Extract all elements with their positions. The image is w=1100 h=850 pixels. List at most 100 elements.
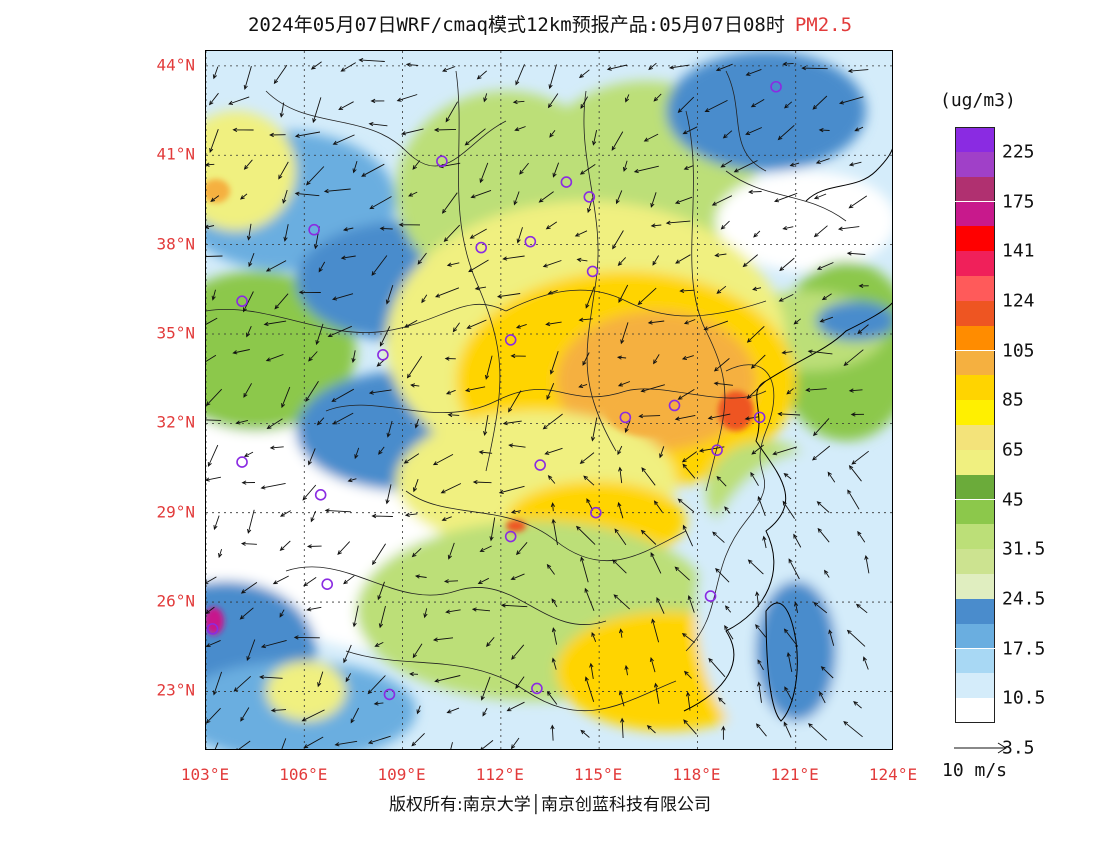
wind-arrow [206, 254, 223, 259]
wind-arrow [334, 740, 358, 747]
wind-arrow [624, 664, 629, 676]
wind-arrow [482, 707, 488, 717]
wind-arrow [519, 162, 529, 175]
wind-arrow [206, 707, 221, 724]
city-station-marker[interactable] [619, 411, 632, 424]
wind-arrow [410, 383, 420, 388]
species-label: PM2.5 [794, 14, 853, 36]
wind-arrow [305, 380, 319, 402]
wind-arrow [236, 740, 251, 749]
city-station-marker[interactable] [236, 456, 248, 468]
city-station-marker[interactable] [436, 155, 448, 168]
wind-arrow [580, 556, 589, 583]
city-station-marker[interactable] [590, 506, 602, 519]
wind-arrow [301, 709, 325, 722]
wind-arrow [306, 544, 322, 549]
wind-arrow [615, 190, 623, 205]
lat-tick-label: 26°N [156, 591, 195, 611]
wind-arrow [755, 591, 760, 607]
wind-arrow [801, 65, 828, 71]
wind-arrow [624, 420, 631, 433]
city-station-marker[interactable] [531, 682, 543, 695]
wind-arrow [511, 644, 525, 660]
wind-arrow [641, 467, 656, 486]
wind-arrow [640, 384, 665, 393]
wind-arrow [218, 548, 223, 559]
city-station-marker[interactable] [668, 399, 681, 412]
wind-arrow [206, 576, 217, 585]
wind-arrow [243, 383, 252, 398]
city-station-marker[interactable] [314, 489, 327, 501]
lon-tick-label: 112°E [475, 765, 524, 784]
wind-arrow [209, 129, 219, 153]
wind-arrow [307, 448, 316, 466]
wind-arrow [514, 126, 526, 132]
pm25-forecast-map[interactable] [205, 50, 893, 750]
legend-label: 175 [1002, 191, 1035, 212]
wind-arrow [653, 500, 663, 513]
wind-arrow [538, 191, 554, 203]
city-station-marker[interactable] [504, 530, 517, 543]
city-station-marker[interactable] [583, 191, 596, 203]
city-station-marker[interactable] [560, 176, 573, 188]
wind-arrow [674, 414, 696, 421]
wind-arrow [574, 230, 588, 237]
city-station-marker[interactable] [475, 241, 488, 254]
city-station-marker[interactable] [753, 411, 766, 424]
wind-arrow [786, 651, 793, 672]
legend-label: 65 [1002, 439, 1024, 461]
city-station-marker[interactable] [308, 223, 320, 236]
legend-label: 141 [1002, 240, 1035, 262]
wind-arrow [721, 725, 726, 740]
wind-arrow [310, 61, 322, 70]
city-station-marker[interactable] [711, 444, 723, 456]
wind-arrow [269, 445, 284, 450]
wind-arrow [212, 671, 223, 696]
wind-arrow [352, 605, 359, 628]
wind-arrow [674, 566, 690, 581]
wind-arrow [260, 639, 287, 649]
legend-label: 3.5 [1002, 737, 1035, 759]
wind-arrow [212, 66, 219, 80]
wind-arrow [838, 96, 864, 105]
legend-label: 105 [1002, 340, 1035, 361]
wind-arrow [547, 289, 558, 295]
city-station-marker[interactable] [770, 80, 782, 93]
legend-swatch [955, 449, 995, 475]
legend-label: 31.5 [1002, 538, 1046, 560]
city-station-marker[interactable] [586, 265, 599, 278]
wind-arrow [280, 510, 291, 517]
city-station-marker[interactable] [236, 295, 248, 308]
legend-label: 24.5 [1002, 588, 1046, 610]
city-station-marker[interactable] [534, 459, 546, 471]
wind-arrow [793, 533, 802, 548]
city-station-marker[interactable] [704, 590, 717, 602]
wind-arrow [243, 451, 254, 457]
city-station-marker[interactable] [377, 349, 389, 361]
wind-arrow [386, 420, 393, 438]
legend-label: 124 [1002, 290, 1035, 312]
wind-arrow [750, 99, 765, 108]
wind-arrow [302, 484, 317, 501]
wind-arrow [650, 192, 657, 208]
city-station-marker[interactable] [206, 623, 219, 635]
legend-swatch [955, 400, 995, 425]
wind-arrow [371, 255, 388, 276]
wind-arrow [347, 478, 357, 483]
wind-arrow [486, 637, 495, 647]
city-station-marker[interactable] [524, 235, 537, 248]
wind-arrow [469, 228, 487, 239]
city-station-marker[interactable] [504, 334, 517, 346]
city-station-marker[interactable] [321, 578, 334, 590]
wind-arrow [298, 290, 321, 295]
wind-arrow [772, 446, 797, 456]
wind-arrow [548, 64, 557, 90]
wind-arrow [239, 607, 254, 620]
wind-arrow [682, 524, 694, 547]
wind-arrow [435, 287, 460, 298]
wind-arrow [858, 283, 869, 289]
legend-swatch [955, 623, 995, 649]
legend-swatch [955, 474, 995, 500]
city-station-marker[interactable] [383, 688, 396, 701]
wind-arrow [340, 255, 356, 260]
